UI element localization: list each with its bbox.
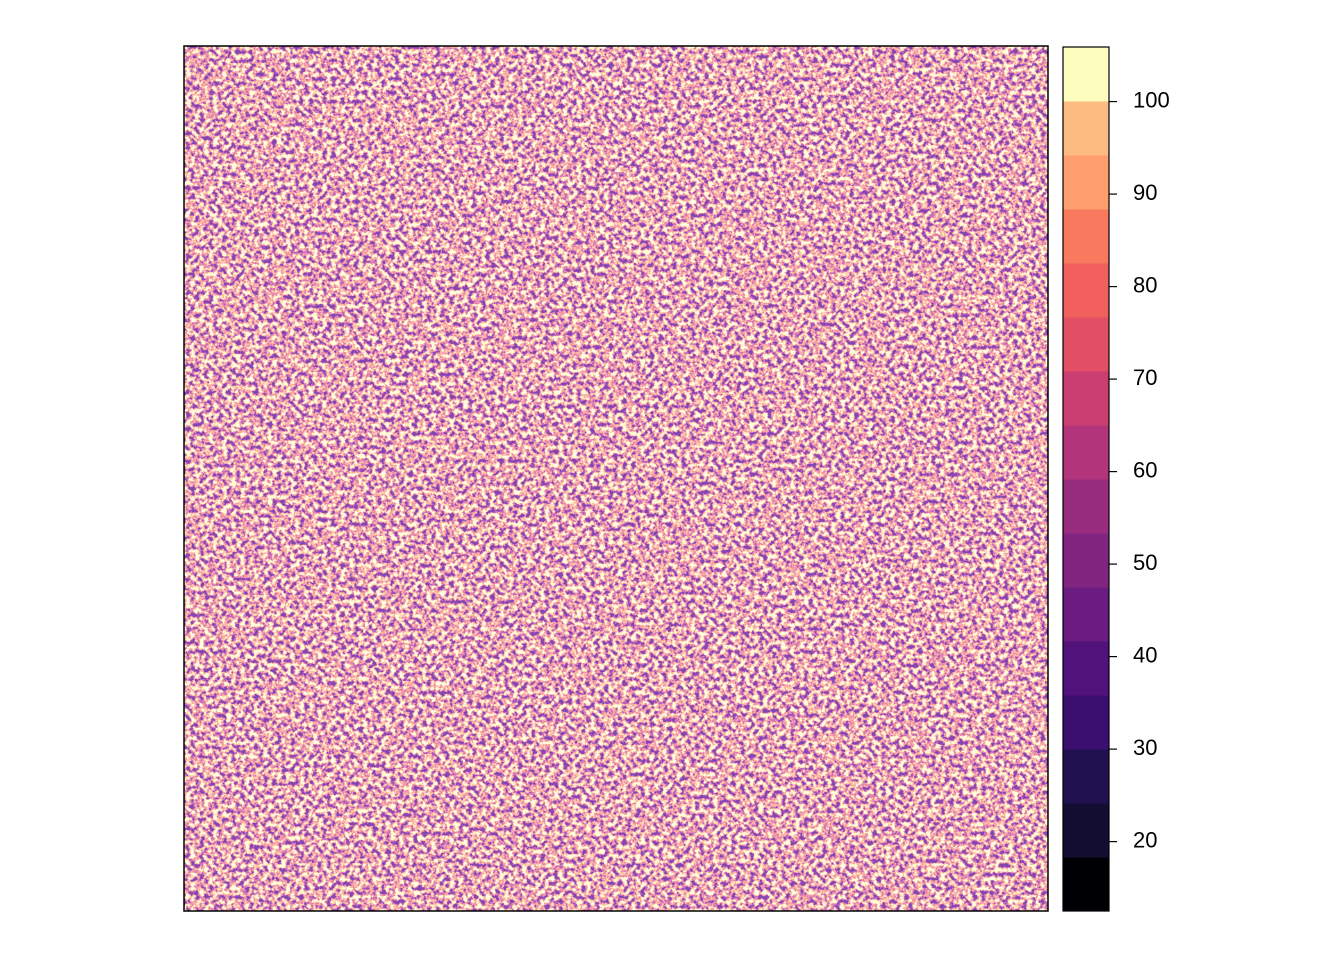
legend-bin [1063, 803, 1109, 858]
legend-tick-label: 100 [1133, 87, 1170, 112]
legend-bin [1063, 371, 1109, 426]
legend-bin [1063, 479, 1109, 534]
legend-bin [1063, 857, 1109, 912]
legend-tick-label: 50 [1133, 550, 1157, 575]
legend-tick-label: 40 [1133, 642, 1157, 667]
legend-bin [1063, 47, 1109, 102]
legend-bin [1063, 263, 1109, 318]
legend-bin [1063, 533, 1109, 588]
legend-bin [1063, 749, 1109, 804]
legend-bin [1063, 587, 1109, 642]
legend-tick-label: 30 [1133, 735, 1157, 760]
legend-bin [1063, 209, 1109, 264]
legend-bin [1063, 317, 1109, 372]
legend-bin [1063, 101, 1109, 156]
plot-frame [183, 45, 1049, 912]
legend-tick-label: 90 [1133, 180, 1157, 205]
legend-bin [1063, 425, 1109, 480]
legend-frame [1062, 46, 1110, 912]
legend-tick-label: 80 [1133, 272, 1157, 297]
legend-bin [1063, 155, 1109, 210]
raster-image [184, 46, 1048, 911]
legend-tick-label: 70 [1133, 365, 1157, 390]
legend-tick-label: 60 [1133, 457, 1157, 482]
legend-tick-label: 20 [1133, 827, 1157, 852]
legend-bin [1063, 641, 1109, 696]
legend-bin [1063, 695, 1109, 750]
